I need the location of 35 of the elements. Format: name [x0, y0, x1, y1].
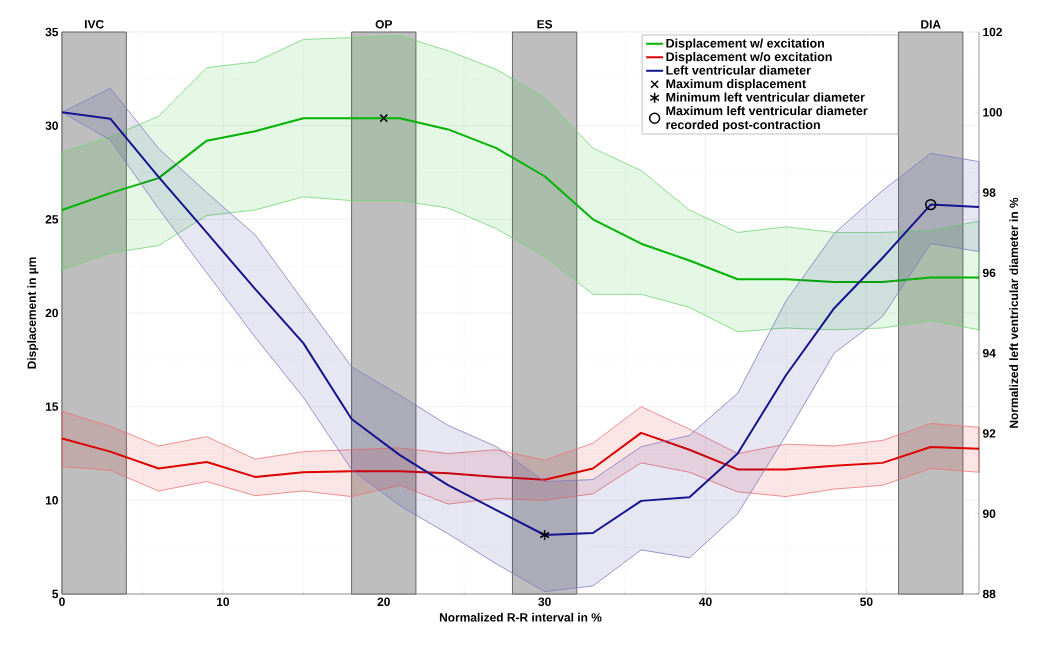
- y-axis-title: Displacement in µm: [27, 257, 39, 369]
- y2-tick-label: 88: [982, 589, 996, 599]
- x-tick-label: 20: [377, 597, 390, 606]
- x-tick-label: 40: [699, 597, 712, 606]
- x-tick-label: 30: [538, 597, 551, 607]
- y2-tick-label: 102: [983, 27, 1002, 37]
- legend-label: Left ventricular diameter: [666, 65, 811, 75]
- x-tick-label: 50: [860, 597, 873, 606]
- y2-tick-label: 90: [982, 509, 996, 518]
- legend-label: Displacement w/ excitation: [666, 38, 825, 51]
- legend-label: Minimum left ventricular diameter: [666, 92, 865, 102]
- y2-tick-label: 96: [982, 268, 996, 278]
- y2-tick-label: 98: [982, 188, 996, 197]
- y-tick-label: 20: [45, 308, 58, 318]
- legend-label: Maximum left ventricular diameter recorded post-contraction: [666, 106, 868, 132]
- y-tick-label: 5: [52, 589, 59, 599]
- band-label: DIA: [921, 20, 941, 29]
- y2-tick-label: 94: [982, 348, 996, 358]
- y-tick-label: 30: [45, 121, 58, 130]
- legend-label: Maximum displacement: [666, 79, 806, 91]
- band-label: IVC: [85, 20, 104, 29]
- y-tick-label: 35: [45, 27, 59, 37]
- legend-label: Displacement w/o excitation: [666, 52, 832, 64]
- line-series: [61, 431, 980, 481]
- band-label: ES: [537, 20, 553, 29]
- x-tick-label: 0: [59, 597, 65, 606]
- y2-tick-label: 100: [983, 108, 1002, 117]
- band-label: OP: [375, 20, 392, 29]
- x-axis-title: Normalized R-R interval in %: [439, 612, 602, 622]
- y2-tick-label: 92: [982, 429, 996, 438]
- y2-axis-title: Normalized left ventricular diameter in %: [1009, 197, 1019, 428]
- x-tick-label: 10: [216, 597, 230, 606]
- y-tick-label: 15: [45, 402, 59, 411]
- y-tick-label: 10: [45, 496, 58, 505]
- y-tick-label: 25: [45, 215, 59, 224]
